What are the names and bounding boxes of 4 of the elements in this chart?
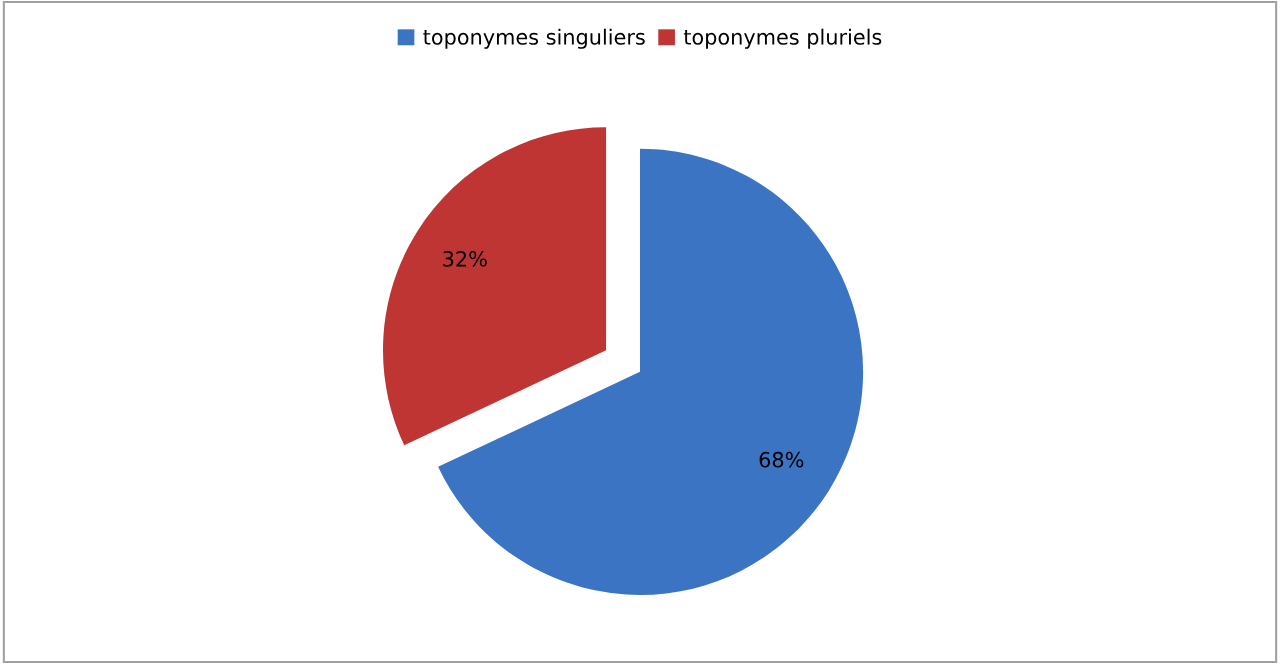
data-label: 32% — [443, 250, 487, 267]
legend-label: toponymes singuliers — [423, 28, 645, 49]
legend-label: toponymes pluriels — [683, 28, 882, 49]
data-label: 68% — [759, 451, 804, 468]
